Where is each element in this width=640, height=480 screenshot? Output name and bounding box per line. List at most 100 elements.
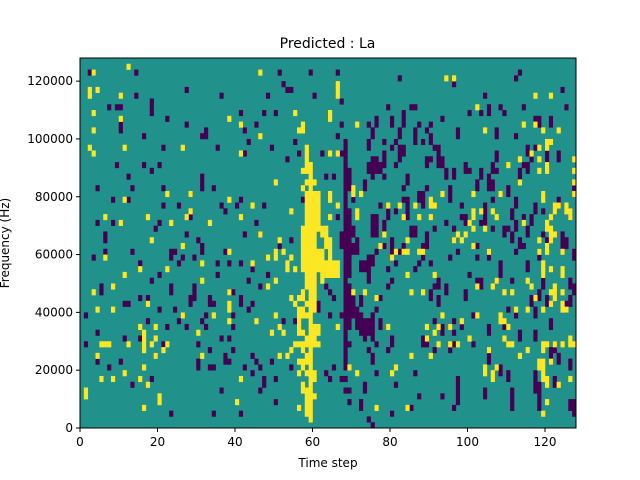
heatmap-cell-high	[428, 196, 433, 203]
heatmap-cell-low	[118, 104, 123, 111]
heatmap-cell-high	[560, 266, 565, 273]
heatmap-cell-high	[300, 121, 306, 128]
heatmap-cell-low	[521, 243, 526, 250]
heatmap-cell-high	[312, 202, 317, 209]
heatmap-cell-low	[390, 341, 395, 348]
heatmap-cell-high	[200, 277, 205, 284]
heatmap-cell-low	[510, 393, 515, 400]
heatmap-cell-low	[347, 295, 352, 302]
heatmap-cell-high	[498, 190, 503, 198]
heatmap-cell-high	[494, 277, 499, 284]
heatmap-cell-low	[479, 283, 484, 290]
heatmap-cell-high	[335, 202, 340, 209]
heatmap-cell-high	[560, 300, 565, 307]
heatmap-cell-high	[432, 202, 437, 209]
heatmap-cell-low	[347, 214, 352, 221]
heatmap-cell-low	[238, 110, 244, 117]
heatmap-cell-high	[471, 190, 476, 198]
heatmap-cell-low	[231, 289, 236, 296]
heatmap-cell-high	[401, 248, 406, 255]
heatmap-cell-low	[397, 127, 402, 134]
heatmap-cell-high	[312, 231, 317, 238]
heatmap-cell-high	[312, 254, 317, 261]
heatmap-cell-high	[331, 266, 337, 273]
heatmap-cell-low	[343, 306, 348, 313]
heatmap-cell-low	[455, 248, 461, 255]
heatmap-cell-high	[335, 266, 340, 273]
heatmap-cell-low	[242, 150, 247, 157]
heatmap-cell-high	[452, 75, 457, 82]
heatmap-cell-low	[510, 277, 515, 284]
heatmap-cell-high	[304, 358, 309, 365]
heatmap-cell-high	[266, 283, 271, 290]
heatmap-cell-low	[548, 352, 554, 359]
heatmap-cell-high	[545, 243, 550, 250]
heatmap-cell-high	[548, 138, 554, 146]
heatmap-cell-high	[250, 202, 255, 209]
heatmap-cell-high	[564, 208, 569, 215]
heatmap-cell-low	[525, 260, 530, 267]
heatmap-cell-low	[486, 254, 492, 261]
heatmap-cell-low	[417, 260, 422, 267]
heatmap-cell-low	[362, 318, 368, 325]
heatmap-cell-low	[277, 243, 282, 250]
heatmap-cell-low	[289, 86, 294, 93]
heatmap-cell-high	[138, 375, 143, 383]
heatmap-cell-low	[382, 156, 387, 163]
heatmap-cell-low	[564, 300, 569, 307]
heatmap-cell-high	[475, 312, 480, 319]
heatmap-cell-high	[560, 271, 565, 278]
heatmap-cell-high	[281, 248, 286, 255]
heatmap-cell-low	[347, 254, 352, 261]
heatmap-cell-low	[355, 248, 360, 255]
heatmap-cell-low	[223, 358, 228, 365]
heatmap-cell-low	[219, 387, 224, 394]
heatmap-cell-high	[560, 289, 565, 296]
y-tick-label: 100000	[27, 132, 73, 146]
heatmap-cell-low	[126, 196, 131, 203]
heatmap-cell-low	[393, 208, 399, 215]
heatmap-cell-low	[537, 121, 542, 128]
heatmap-cell-low	[343, 277, 348, 284]
heatmap-cell-low	[211, 364, 216, 371]
heatmap-cell-high	[304, 283, 309, 290]
heatmap-cell-low	[157, 271, 162, 278]
heatmap-cell-high	[436, 341, 441, 348]
heatmap-cell-low	[246, 138, 251, 146]
heatmap-cell-low	[370, 167, 375, 174]
heatmap-cell-low	[355, 312, 360, 319]
heatmap-cell-low	[200, 179, 205, 186]
heatmap-cell-low	[463, 289, 468, 296]
heatmap-cell-low	[390, 248, 395, 255]
heatmap-cell-high	[145, 300, 151, 307]
heatmap-cell-low	[343, 295, 348, 302]
heatmap-cell-low	[324, 370, 329, 377]
heatmap-cell-low	[362, 185, 368, 192]
heatmap-cell-low	[231, 312, 236, 319]
heatmap-cell-low	[548, 115, 554, 122]
heatmap-cell-low	[548, 323, 554, 331]
heatmap-cell-low	[486, 329, 492, 336]
heatmap-cell-low	[436, 277, 441, 284]
heatmap-cell-high	[328, 196, 333, 203]
heatmap-cell-low	[149, 110, 154, 117]
heatmap-cell-high	[525, 306, 530, 313]
heatmap-cell-low	[436, 295, 441, 302]
heatmap-cell-high	[335, 92, 340, 99]
heatmap-cell-high	[545, 167, 550, 174]
heatmap-cell-high	[541, 196, 546, 203]
heatmap-cell-high	[529, 150, 534, 157]
heatmap-cell-high	[180, 144, 185, 151]
heatmap-cell-high	[304, 219, 309, 226]
heatmap-cell-high	[99, 375, 104, 383]
heatmap-cell-high	[300, 329, 306, 336]
heatmap-cell-low	[366, 254, 371, 261]
heatmap-cell-low	[370, 127, 375, 134]
heatmap-cell-high	[390, 370, 395, 377]
heatmap-cell-low	[231, 347, 236, 354]
heatmap-cell-high	[432, 271, 437, 278]
heatmap-cell-high	[300, 289, 306, 296]
heatmap-cell-low	[242, 364, 247, 371]
heatmap-cell-high	[331, 271, 337, 278]
heatmap-cell-high	[273, 312, 278, 319]
